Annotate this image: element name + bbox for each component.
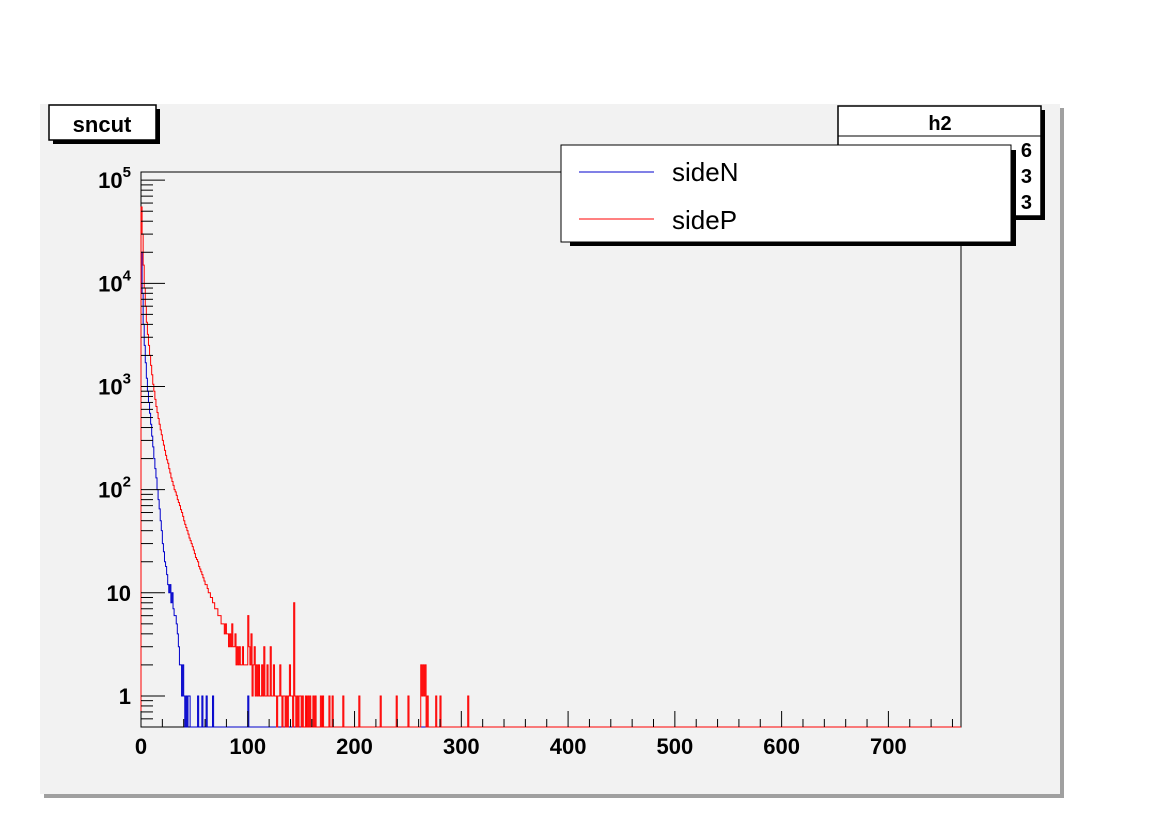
stats-box-name: h2 (928, 113, 951, 135)
series-sideN (140, 251, 961, 728)
chart-title: sncut (73, 112, 132, 137)
y-tick-label: 102 (98, 474, 131, 503)
legend-label-sideN: sideN (672, 157, 738, 187)
x-tick-label: 100 (229, 734, 266, 759)
y-tick-label: 104 (98, 267, 131, 296)
x-tick-label: 700 (870, 734, 907, 759)
axis-layer: 0 100 200 300 400 500 600 700 1 10 102 103 104 105 (98, 164, 953, 759)
plot-frame (140, 171, 962, 728)
y-tick-label: 105 (98, 164, 131, 193)
y-tick-label: 1 (119, 684, 131, 709)
title-box: sncut (48, 104, 160, 144)
x-tick-label: 300 (443, 734, 480, 759)
x-tick-label: 400 (550, 734, 587, 759)
legend-label-sideP: sideP (672, 205, 737, 235)
y-tick-label: 103 (98, 370, 131, 399)
series-sideP (140, 206, 961, 728)
stats-row-3: 3 (1021, 192, 1032, 214)
stats-row-1: 6 (1021, 140, 1032, 162)
x-tick-label: 200 (336, 734, 373, 759)
x-tick-label: 600 (763, 734, 800, 759)
series-layer (140, 206, 961, 728)
y-tick-label: 10 (107, 581, 131, 606)
x-tick-label: 0 (135, 734, 147, 759)
stats-row-2: 3 (1021, 166, 1032, 188)
legend: sideN sideP (560, 144, 1016, 246)
x-tick-label: 500 (656, 734, 693, 759)
